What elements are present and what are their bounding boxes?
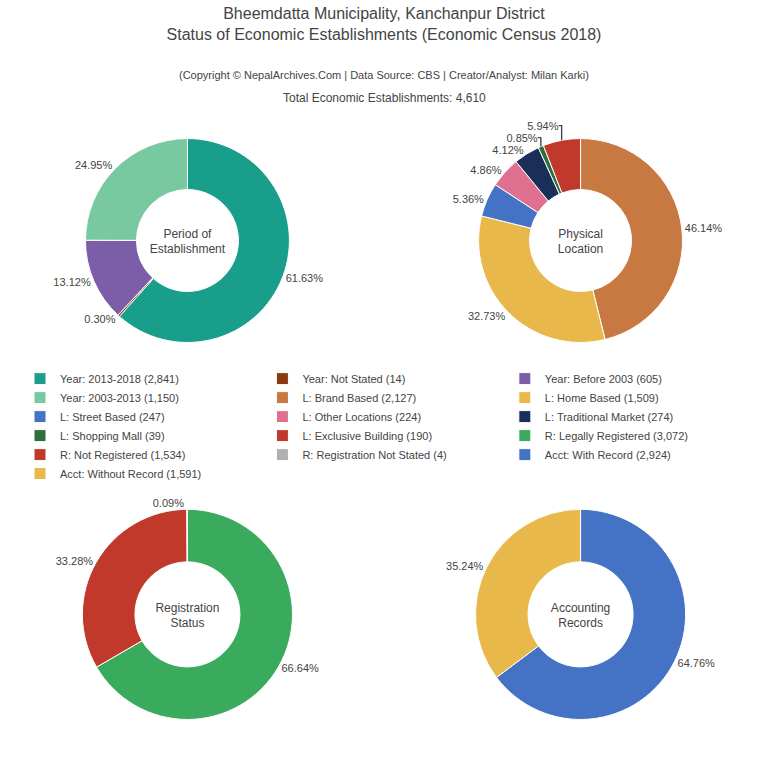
svg-text:64.76%: 64.76% — [678, 657, 716, 669]
svg-text:24.95%: 24.95% — [75, 159, 113, 171]
svg-text:66.64%: 66.64% — [281, 662, 319, 674]
svg-text:L: Other Locations (224): L: Other Locations (224) — [302, 411, 421, 423]
svg-text:0.09%: 0.09% — [153, 497, 184, 509]
svg-text:Year: 2003-2013 (1,150): Year: 2003-2013 (1,150) — [60, 392, 179, 404]
svg-text:13.12%: 13.12% — [53, 276, 91, 288]
svg-text:32.73%: 32.73% — [468, 310, 506, 322]
svg-text:Total Economic Establishments:: Total Economic Establishments: 4,610 — [283, 91, 486, 105]
svg-text:Acct: With Record (2,924): Acct: With Record (2,924) — [545, 449, 671, 461]
svg-text:5.36%: 5.36% — [453, 193, 484, 205]
svg-text:L: Street Based (247): L: Street Based (247) — [60, 411, 165, 423]
svg-text:L: Home Based (1,509): L: Home Based (1,509) — [545, 392, 659, 404]
svg-text:5.94%: 5.94% — [527, 120, 558, 132]
svg-text:46.14%: 46.14% — [685, 222, 723, 234]
svg-text:AccountingRecords: AccountingRecords — [551, 601, 610, 631]
svg-text:(Copyright © NepalArchives.Com: (Copyright © NepalArchives.Com | Data So… — [179, 69, 589, 81]
svg-text:L: Exclusive Building (190): L: Exclusive Building (190) — [302, 430, 432, 442]
svg-text:Year: Before 2003 (605): Year: Before 2003 (605) — [545, 373, 662, 385]
svg-text:4.86%: 4.86% — [470, 164, 501, 176]
svg-text:61.63%: 61.63% — [286, 272, 324, 284]
svg-text:Acct: Without Record (1,591): Acct: Without Record (1,591) — [60, 468, 201, 480]
svg-text:R: Legally Registered (3,072): R: Legally Registered (3,072) — [545, 430, 688, 442]
svg-text:0.85%: 0.85% — [506, 132, 537, 144]
svg-text:L: Brand Based (2,127): L: Brand Based (2,127) — [302, 392, 416, 404]
svg-text:33.28%: 33.28% — [56, 555, 94, 567]
svg-text:4.12%: 4.12% — [492, 144, 523, 156]
svg-text:0.30%: 0.30% — [84, 313, 115, 325]
svg-text:Bheemdatta Municipality, Kanch: Bheemdatta Municipality, Kanchanpur Dist… — [167, 5, 602, 43]
svg-text:R: Not Registered (1,534): R: Not Registered (1,534) — [60, 449, 185, 461]
svg-text:Year: 2013-2018 (2,841): Year: 2013-2018 (2,841) — [60, 373, 179, 385]
svg-text:L: Shopping Mall (39): L: Shopping Mall (39) — [60, 430, 165, 442]
svg-text:L: Traditional Market (274): L: Traditional Market (274) — [545, 411, 673, 423]
svg-text:R: Registration Not Stated (4): R: Registration Not Stated (4) — [302, 449, 446, 461]
svg-text:Year: Not Stated (14): Year: Not Stated (14) — [302, 373, 405, 385]
svg-text:RegistrationStatus: RegistrationStatus — [155, 601, 219, 631]
svg-text:35.24%: 35.24% — [446, 560, 484, 572]
svg-text:PhysicalLocation: PhysicalLocation — [558, 227, 603, 257]
svg-text:Period ofEstablishment: Period ofEstablishment — [150, 227, 226, 257]
